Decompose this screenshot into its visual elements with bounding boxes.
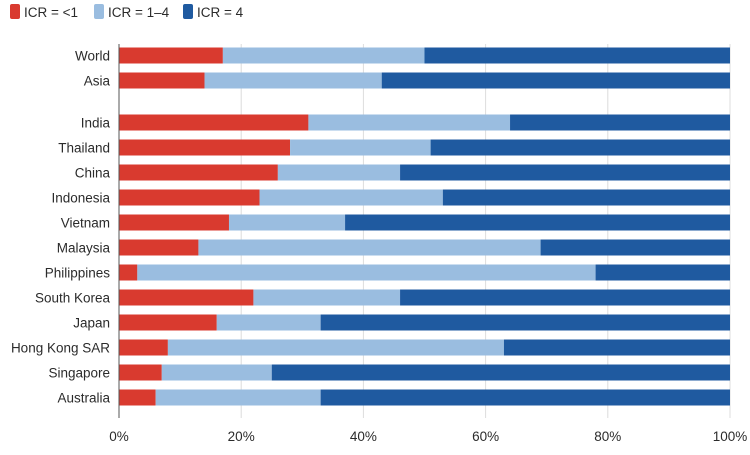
bar-3	[381, 72, 730, 89]
bar-2	[290, 139, 431, 156]
bar-3	[595, 264, 730, 281]
bar-3	[271, 364, 730, 381]
bar-2	[161, 364, 272, 381]
legend-label: ICR = <1	[24, 5, 78, 20]
bar-2	[259, 189, 443, 206]
bar-2	[155, 389, 321, 406]
x-tick-label: 40%	[350, 429, 377, 444]
legend-swatch	[183, 4, 193, 19]
x-tick-label: 100%	[713, 429, 748, 444]
x-tick-label: 0%	[109, 429, 129, 444]
bar-3	[503, 339, 730, 356]
bar-3	[400, 289, 730, 306]
category-label: Indonesia	[51, 191, 110, 206]
bars	[119, 47, 730, 406]
bar-2	[228, 214, 346, 231]
bar-1	[119, 289, 254, 306]
x-tick-label: 60%	[472, 429, 499, 444]
category-label: Asia	[84, 74, 111, 89]
category-label: South Korea	[35, 291, 111, 306]
bar-3	[320, 314, 730, 331]
category-label: Japan	[73, 316, 110, 331]
bar-2	[204, 72, 382, 89]
bar-3	[442, 189, 730, 206]
category-label: World	[75, 49, 110, 64]
category-label: Vietnam	[61, 216, 110, 231]
bar-2	[277, 164, 401, 181]
bar-1	[119, 264, 138, 281]
bar-3	[424, 47, 730, 64]
bar-1	[119, 189, 260, 206]
legend-swatch	[10, 4, 20, 19]
bar-1	[119, 164, 278, 181]
category-label: Philippines	[45, 266, 111, 281]
bar-1	[119, 47, 223, 64]
bar-2	[222, 47, 425, 64]
category-label: Malaysia	[57, 241, 111, 256]
x-tick-label: 80%	[594, 429, 621, 444]
bar-1	[119, 314, 217, 331]
bar-3	[320, 389, 730, 406]
bar-3	[430, 139, 730, 156]
bar-1	[119, 139, 291, 156]
legend-label: ICR = 4	[197, 5, 244, 20]
bar-1	[119, 72, 205, 89]
bar-3	[510, 114, 730, 131]
bar-1	[119, 214, 229, 231]
bar-3	[345, 214, 730, 231]
bar-2	[198, 239, 541, 256]
category-label: China	[75, 166, 111, 181]
bar-2	[216, 314, 321, 331]
category-label: Australia	[57, 391, 110, 406]
bar-2	[253, 289, 401, 306]
gridlines	[240, 44, 731, 418]
bar-3	[540, 239, 730, 256]
x-tick-label: 20%	[228, 429, 255, 444]
legend: ICR = <1 ICR = 1–4 ICR = 4	[10, 4, 244, 20]
bar-1	[119, 389, 156, 406]
bar-2	[308, 114, 511, 131]
bar-1	[119, 339, 168, 356]
category-label: Singapore	[48, 366, 110, 381]
bar-2	[137, 264, 596, 281]
category-label: Thailand	[58, 141, 110, 156]
x-tick-labels: 0% 20% 40% 60% 80% 100%	[109, 429, 747, 444]
legend-label: ICR = 1–4	[108, 5, 170, 20]
bar-2	[167, 339, 504, 356]
bar-1	[119, 114, 309, 131]
bar-3	[400, 164, 730, 181]
category-label: India	[81, 116, 111, 131]
bar-1	[119, 239, 199, 256]
legend-swatch	[94, 4, 104, 19]
category-label: Hong Kong SAR	[11, 341, 110, 356]
bar-1	[119, 364, 162, 381]
category-labels: World Asia India Thailand China Indonesia Viet…	[11, 49, 111, 406]
